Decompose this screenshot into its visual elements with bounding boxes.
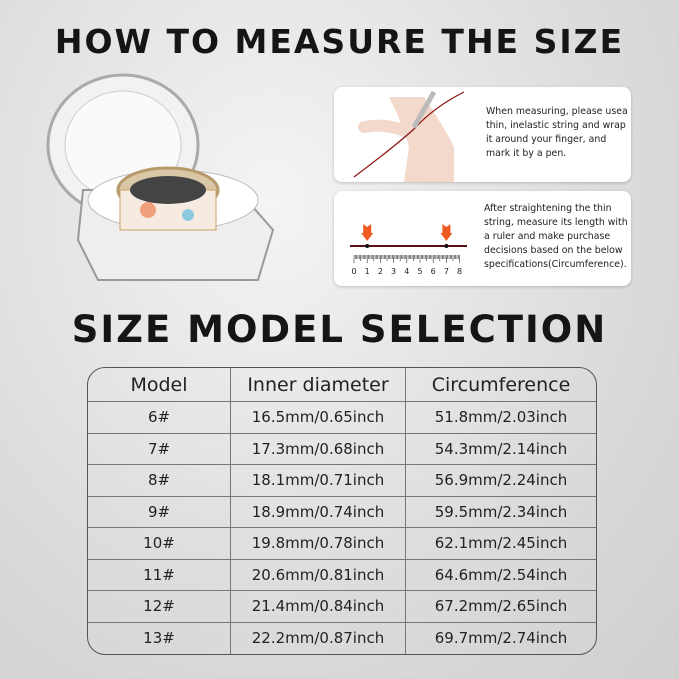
ruler-label: 4 — [404, 267, 409, 276]
table-cell: 62.1mm/2.45inch — [406, 528, 596, 560]
step-2-text: After straightening the thin string, mea… — [484, 203, 628, 270]
table-cell: 51.8mm/2.03inch — [406, 402, 596, 434]
table-row: 8# 18.1mm/0.71inch 56.9mm/2.24inch — [88, 465, 596, 497]
arrow-down-icon — [440, 224, 453, 241]
column-header: Inner diameter — [231, 368, 406, 402]
table-cell: 13# — [88, 622, 231, 654]
table-cell: 19.8mm/0.78inch — [231, 528, 406, 560]
table-cell: 16.5mm/0.65inch — [231, 402, 406, 434]
table-cell: 59.5mm/2.34inch — [406, 497, 596, 528]
table-cell: 8# — [88, 465, 231, 497]
ruler-label: 6 — [431, 267, 436, 276]
arrow-down-icon — [361, 224, 374, 241]
ruler-label: 8 — [457, 267, 462, 276]
table-cell: 67.2mm/2.65inch — [406, 591, 596, 623]
table-row: 9# 18.9mm/0.74inch 59.5mm/2.34inch — [88, 496, 596, 528]
ruler-label: 7 — [444, 267, 449, 276]
column-header: Circumference — [406, 368, 596, 402]
table-cell: 18.1mm/0.71inch — [231, 465, 406, 497]
table-cell: 64.6mm/2.54inch — [406, 560, 596, 591]
table-cell: 69.7mm/2.74inch — [434, 629, 568, 648]
ruler-label: 2 — [378, 267, 383, 276]
table-cell: 56.9mm/2.24inch — [406, 465, 596, 497]
table-row: 11# 20.6mm/0.81inch 64.6mm/2.54inch — [88, 559, 596, 591]
table-row: 6# 16.5mm/0.65inch 51.8mm/2.03inch — [88, 402, 596, 434]
table-cell: 9# — [88, 496, 231, 528]
table-cell: 7# — [88, 433, 231, 465]
ring-case-image — [46, 73, 275, 281]
step-1-text: When measuring, please usea thin, inelas… — [486, 106, 628, 159]
table-cell: 21.4mm/0.84inch — [231, 591, 406, 623]
table-cell: 17.3mm/0.68inch — [231, 433, 406, 465]
table-row: 13# 22.2mm/0.87inch 69.7mm/2.74inch — [88, 622, 596, 654]
measure-title: HOW TO MEASURE THE SIZE — [54, 22, 625, 61]
column-header: Model — [88, 368, 231, 402]
table-cell: 10# — [88, 528, 231, 560]
table-cell: 6# — [88, 402, 231, 434]
selection-title: SIZE MODEL SELECTION — [71, 308, 608, 351]
ruler-label: 5 — [417, 267, 422, 276]
table-cell: 22.2mm/0.87inch — [231, 622, 406, 654]
mark-dot — [365, 244, 370, 248]
table-cell: 12# — [88, 591, 231, 623]
size-table: Model Inner diameter Circumference 6# 16.5m… — [87, 367, 597, 655]
table-row: 10# 19.8mm/0.78inch 62.1mm/2.45inch — [88, 528, 596, 560]
table-cell: 11# — [88, 559, 231, 591]
table-row: 7# 17.3mm/0.68inch 54.3mm/2.14inch — [88, 433, 596, 465]
step-1-card: When measuring, please usea thin, inelas… — [334, 87, 631, 182]
ruler-label: 1 — [365, 267, 370, 276]
ruler-label: 3 — [391, 267, 396, 276]
ruler-label: 0 — [351, 267, 356, 276]
table-cell: 54.3mm/2.14inch — [406, 434, 596, 465]
mark-dot — [444, 244, 449, 248]
table-cell: 18.9mm/0.74inch — [231, 496, 406, 528]
table-cell: 20.6mm/0.81inch — [231, 559, 406, 591]
finger-string-illustration — [353, 90, 465, 182]
table-row: 12# 21.4mm/0.84inch 67.2mm/2.65inch — [88, 591, 596, 623]
